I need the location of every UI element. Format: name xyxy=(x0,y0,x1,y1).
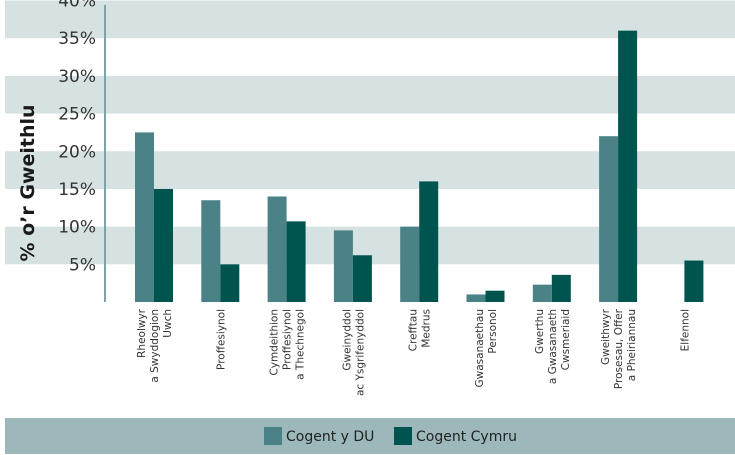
y-tick-label: 25% xyxy=(58,105,96,125)
legend: Cogent y DU Cogent Cymru xyxy=(264,427,517,445)
bar-uk xyxy=(599,136,619,302)
y-tick-label: 15% xyxy=(58,180,96,200)
bar-uk xyxy=(267,196,287,302)
legend-label: Cogent Cymru xyxy=(416,429,517,445)
bar-wales xyxy=(618,30,638,303)
legend-label: Cogent y DU xyxy=(286,429,374,445)
legend-background xyxy=(5,418,735,454)
category-label: Gwasanaethau xyxy=(474,309,486,387)
grid-band xyxy=(5,0,735,39)
y-tick-labels: 5% 10% 15% 20% 25% 30% 35% 40% xyxy=(58,0,96,275)
legend-swatch xyxy=(394,427,412,445)
bar-uk xyxy=(135,132,154,302)
category-label: Crefftau xyxy=(408,309,420,351)
bar-wales xyxy=(684,260,704,302)
legend-swatch xyxy=(264,427,282,445)
category-label: Personol xyxy=(487,309,499,354)
bar-wales xyxy=(220,264,240,302)
category-label: Cymdeithion xyxy=(269,309,281,376)
bar-wales xyxy=(286,221,306,302)
bar-uk xyxy=(201,200,221,302)
bar-wales xyxy=(154,188,173,302)
category-label: a Pheiriannau xyxy=(626,309,638,381)
category-label: Prosesau, Offer xyxy=(613,308,625,389)
y-tick-label: 5% xyxy=(69,255,96,275)
bar-wales xyxy=(485,290,505,302)
category-label: a Swyddogion xyxy=(149,309,161,383)
y-tick-label: 35% xyxy=(58,29,96,49)
bar-uk xyxy=(400,226,420,302)
category-labels: Rheolwyr a Swyddogion Uwch Proffesiynol Cymd… xyxy=(136,308,691,396)
y-tick-label: 40% xyxy=(58,0,96,12)
category-label: Medrus xyxy=(421,309,433,348)
bar-wales xyxy=(551,274,571,302)
category-label: a Thechnegol xyxy=(295,309,307,380)
y-axis-label: % o’r Gweithlu xyxy=(17,104,39,261)
bar-uk xyxy=(466,294,486,302)
category-label: Uwch xyxy=(162,309,174,338)
category-label: Rheolwyr xyxy=(136,308,148,358)
bar-wales xyxy=(419,181,439,302)
y-tick-label: 20% xyxy=(58,142,96,162)
category-label: Gwerthu xyxy=(534,309,546,354)
category-label: ac Ysgrifenyddol xyxy=(354,309,366,396)
bars xyxy=(135,30,704,303)
bar-uk xyxy=(333,230,353,302)
category-label: Cwsmeriaid xyxy=(560,309,572,370)
category-label: Proffesiynol xyxy=(215,309,227,370)
category-label: Gweinyddol xyxy=(341,309,353,371)
y-tick-label: 10% xyxy=(58,218,96,238)
category-label: Proffesiynol xyxy=(282,309,294,370)
y-tick-label: 30% xyxy=(58,67,96,87)
bar-uk xyxy=(532,284,552,302)
grid-band xyxy=(5,75,735,114)
category-label: Elfennol xyxy=(679,309,691,351)
category-label: Gweithwyr xyxy=(600,308,612,365)
category-label: a Gwasanaeth xyxy=(547,309,559,384)
bar-wales xyxy=(352,255,372,302)
